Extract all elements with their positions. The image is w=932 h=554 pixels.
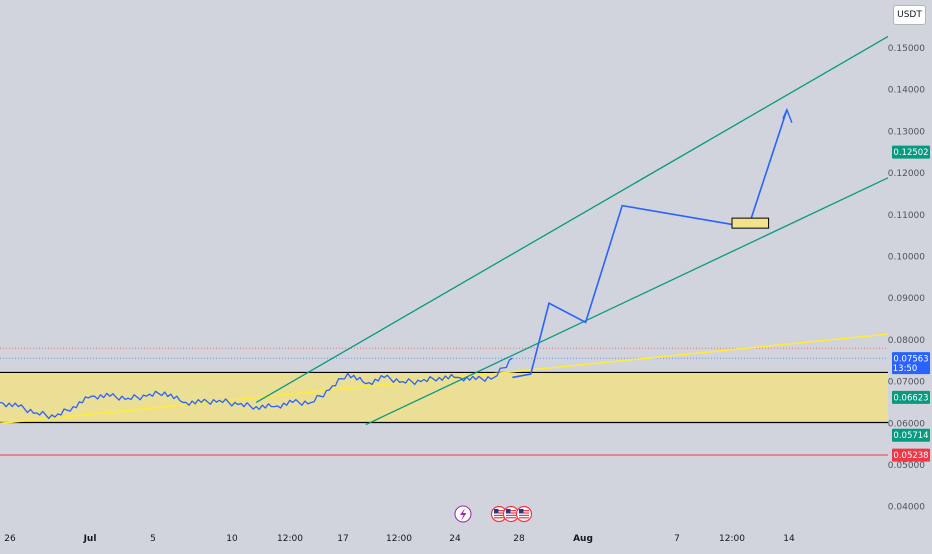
y-tick-label: 0.15000 bbox=[888, 44, 925, 54]
us-flag-icon-stripe bbox=[506, 512, 516, 514]
x-tick-label: 28 bbox=[513, 534, 525, 544]
price-tag-bg bbox=[892, 145, 930, 159]
price-tag[interactable]: 0.06623 bbox=[892, 390, 930, 404]
us-flag-icon-stripe bbox=[494, 517, 504, 519]
x-tick-label: 24 bbox=[449, 534, 461, 544]
us-flag-icon-stripe bbox=[494, 514, 504, 516]
y-tick-label: 0.11000 bbox=[888, 211, 925, 221]
currency-label[interactable]: USDT bbox=[893, 5, 926, 25]
lightning-icon-bolt bbox=[460, 508, 467, 521]
us-flag-icon-stripe bbox=[494, 510, 504, 512]
lightning-icon[interactable] bbox=[454, 505, 472, 523]
x-tick-label: 12:00 bbox=[719, 534, 745, 544]
price-tag[interactable]: 0.12502 bbox=[892, 145, 930, 159]
channel-line-2 bbox=[365, 177, 888, 426]
range-box bbox=[0, 372, 888, 423]
us-flag-icon-canton bbox=[506, 509, 511, 513]
price-tag-bg bbox=[892, 390, 930, 404]
price-line bbox=[0, 357, 513, 420]
price-tag[interactable]: 0.05714 bbox=[892, 428, 930, 442]
us-flag-icon-ring bbox=[515, 505, 533, 523]
price-tag-value: 0.05238 bbox=[893, 451, 928, 461]
entry-box bbox=[731, 217, 770, 229]
price-tag-bg bbox=[892, 352, 930, 375]
x-tick-label: 7 bbox=[674, 534, 680, 544]
us-flag-icon-stripe bbox=[506, 517, 516, 519]
us-flag-icon-stripe bbox=[519, 510, 529, 512]
us-flag-icon-stripe bbox=[519, 512, 529, 514]
channel-line-1 bbox=[255, 35, 888, 404]
y-tick-label: 0.13000 bbox=[888, 127, 925, 137]
price-tag-bg bbox=[892, 428, 930, 442]
y-tick-label: 0.08000 bbox=[888, 336, 925, 346]
y-tick-label: 0.12000 bbox=[888, 169, 925, 179]
price-tag[interactable]: 0.05238 bbox=[892, 448, 930, 462]
x-tick-label: 12:00 bbox=[277, 534, 303, 544]
x-tick-label: Aug bbox=[573, 534, 593, 544]
x-tick-label: 26 bbox=[4, 534, 16, 544]
x-tick-label: 12:00 bbox=[386, 534, 412, 544]
us-flag-icon-stripe bbox=[494, 512, 504, 514]
price-tag-value: 0.05714 bbox=[893, 431, 928, 441]
us-flag-icon-stripe bbox=[506, 510, 516, 512]
us-flag-icon-stripe bbox=[519, 514, 529, 516]
y-tick-label: 0.07000 bbox=[888, 378, 925, 388]
x-tick-label: 14 bbox=[783, 534, 795, 544]
x-tick-label: Jul bbox=[83, 534, 97, 544]
x-tick-label: 10 bbox=[226, 534, 238, 544]
price-tag-value: 0.12502 bbox=[893, 148, 928, 158]
plot-area bbox=[0, 35, 888, 456]
y-tick-label: 0.05000 bbox=[888, 461, 925, 471]
x-tick-label: 17 bbox=[337, 534, 348, 544]
us-flag-icon-stripe bbox=[519, 517, 529, 519]
price-tag-countdown: 13:50 bbox=[893, 364, 918, 374]
y-tick-label: 0.14000 bbox=[888, 86, 925, 96]
x-tick-label: 5 bbox=[150, 534, 156, 544]
us-flag-icon-stripe bbox=[506, 514, 516, 516]
us-flag-icon-canton bbox=[519, 509, 524, 513]
price-tag-value: 0.07563 bbox=[893, 355, 928, 365]
us-flag-icon[interactable] bbox=[515, 505, 533, 523]
y-tick-label: 0.06000 bbox=[888, 419, 925, 429]
projection-arrow-head bbox=[782, 107, 793, 123]
price-tag-bg bbox=[892, 448, 930, 462]
y-tick-label: 0.09000 bbox=[888, 294, 925, 304]
price-tag-value: 0.06623 bbox=[893, 393, 928, 403]
us-flag-icon-canton bbox=[494, 509, 499, 513]
y-tick-label: 0.10000 bbox=[888, 253, 925, 263]
y-tick-label: 0.04000 bbox=[888, 503, 925, 513]
